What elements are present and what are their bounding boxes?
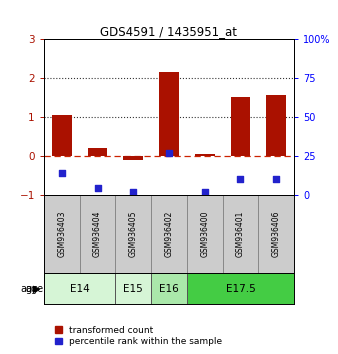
Text: ▶: ▶ [33, 284, 41, 293]
Bar [187, 273, 294, 304]
Text: age: age [26, 284, 44, 293]
Text: E14: E14 [70, 284, 90, 293]
Point [95, 185, 100, 191]
Point [238, 176, 243, 182]
Text: E16: E16 [159, 284, 179, 293]
Text: GSM936400: GSM936400 [200, 210, 209, 257]
Bar [151, 273, 187, 304]
Bar [80, 195, 115, 273]
Bar [115, 195, 151, 273]
Point [166, 150, 172, 155]
Bar [151, 195, 187, 273]
Bar [44, 273, 115, 304]
Bar [187, 195, 223, 273]
Bar [195, 154, 215, 156]
Bar [52, 115, 72, 156]
Point [202, 189, 208, 194]
Text: GSM936403: GSM936403 [57, 210, 66, 257]
Bar [115, 273, 151, 304]
Bar [231, 97, 250, 156]
Text: GSM936401: GSM936401 [236, 210, 245, 257]
Bar [123, 156, 143, 160]
Text: GSM936405: GSM936405 [129, 210, 138, 257]
Bar [258, 195, 294, 273]
Text: E15: E15 [123, 284, 143, 293]
Point [130, 189, 136, 194]
Text: GSM936404: GSM936404 [93, 210, 102, 257]
Point [273, 176, 279, 182]
Bar [266, 96, 286, 156]
Bar [88, 148, 107, 156]
Point [59, 170, 65, 176]
Bar [159, 72, 179, 156]
Text: GSM936402: GSM936402 [165, 210, 173, 257]
Bar [223, 195, 258, 273]
Legend: transformed count, percentile rank within the sample: transformed count, percentile rank withi… [55, 326, 222, 346]
Text: GSM936406: GSM936406 [272, 210, 281, 257]
Text: age: age [20, 284, 39, 293]
Text: E17.5: E17.5 [225, 284, 255, 293]
Bar [44, 195, 80, 273]
Title: GDS4591 / 1435951_at: GDS4591 / 1435951_at [100, 25, 238, 38]
